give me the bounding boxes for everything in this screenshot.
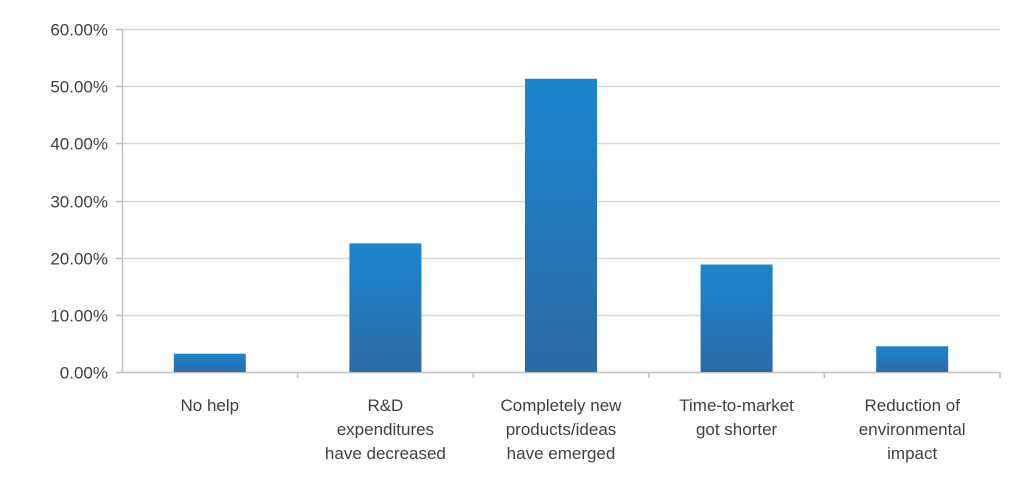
y-axis-tick-labels: 0.00% 10.00% 20.00% 30.00% 40.00% 50.00% 60.00… (50, 21, 108, 383)
y-tick-label: 0.00% (60, 364, 108, 383)
x-axis-category-labels: No help R&D expenditures have decreased Comp… (180, 396, 965, 463)
bar (876, 346, 949, 372)
axes (116, 28, 1001, 378)
bar (349, 243, 422, 372)
y-tick-label: 50.00% (50, 78, 108, 97)
x-category-label: R&D expenditures have decreased (325, 396, 446, 463)
x-category-label: No help (180, 396, 239, 415)
y-tick-label: 10.00% (50, 307, 108, 326)
bar (173, 353, 246, 372)
bars (173, 78, 949, 373)
bar (700, 264, 773, 372)
x-category-label: Reduction of environmental impact (859, 396, 966, 463)
y-tick-label: 60.00% (50, 21, 108, 40)
y-tick-label: 40.00% (50, 135, 108, 154)
y-tick-label: 30.00% (50, 193, 108, 212)
bar (525, 78, 597, 373)
y-tick-label: 20.00% (50, 250, 108, 269)
x-category-label: Time-to-market got shorter (679, 396, 794, 439)
x-category-label: Completely new products/ideas have emerged (501, 396, 623, 463)
